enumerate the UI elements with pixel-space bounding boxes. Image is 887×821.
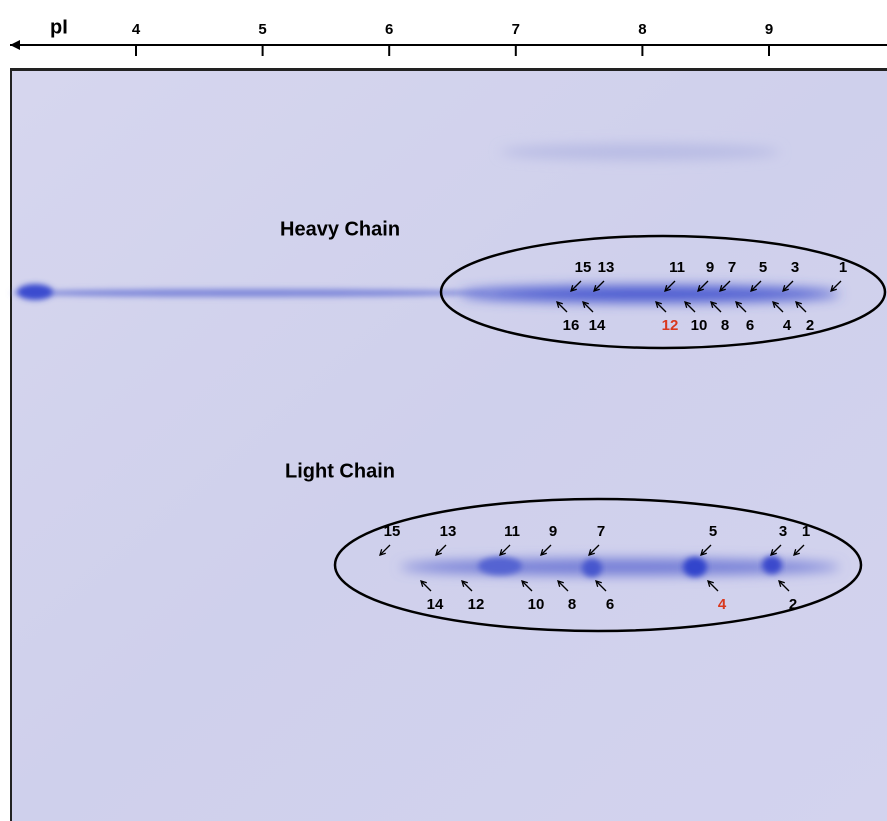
tick-label: 9	[765, 21, 773, 38]
light-spot	[683, 557, 707, 577]
spot-label: 15	[384, 523, 401, 540]
spot-label: 14	[427, 596, 444, 613]
tick-label: 7	[512, 21, 520, 38]
group-title: Heavy Chain	[280, 218, 400, 240]
light-spot	[478, 557, 522, 575]
spot-label: 1	[802, 523, 810, 540]
spot-label: 13	[440, 523, 457, 540]
tick-label: 8	[638, 21, 646, 38]
spot-label: 9	[549, 523, 557, 540]
spot-label: 10	[528, 596, 545, 613]
spot-label: 13	[598, 259, 615, 276]
axis-arrow	[10, 40, 20, 50]
spot-label: 11	[504, 523, 520, 540]
group-title: Light Chain	[285, 460, 395, 482]
spot-label: 4	[718, 596, 727, 613]
tick-label: 4	[132, 21, 141, 38]
origin-spot	[17, 284, 53, 300]
spot-label: 8	[568, 596, 576, 613]
spot-label: 3	[791, 259, 799, 276]
spot-label: 14	[589, 317, 606, 334]
spot-label: 7	[597, 523, 605, 540]
spot-label: 1	[839, 259, 847, 276]
light-spot	[582, 559, 602, 577]
light-spot	[762, 556, 782, 574]
spot-label: 4	[783, 317, 792, 334]
spot-label: 12	[662, 317, 679, 334]
axis-label: pI	[50, 16, 68, 38]
spot-label: 2	[806, 317, 814, 334]
gel-top-edge	[10, 68, 887, 71]
gel-left-edge	[10, 68, 12, 821]
spot-label: 6	[606, 596, 614, 613]
spot-label: 5	[709, 523, 717, 540]
spot-label: 16	[563, 317, 580, 334]
gel-figure: pI 456789Heavy Chain15131197531161412108…	[0, 0, 887, 821]
gel-background	[10, 68, 887, 821]
tick-label: 5	[258, 21, 266, 38]
spot-label: 10	[691, 317, 708, 334]
spot-label: 2	[789, 596, 797, 613]
heavy-band	[460, 286, 840, 302]
spot-label: 11	[669, 259, 685, 276]
spot-label: 12	[468, 596, 485, 613]
spot-label: 8	[721, 317, 729, 334]
spot-label: 3	[779, 523, 787, 540]
spot-label: 7	[728, 259, 736, 276]
streak	[10, 289, 490, 297]
spot-label: 9	[706, 259, 714, 276]
faint-band	[500, 144, 780, 160]
tick-label: 6	[385, 21, 393, 38]
spot-label: 15	[575, 259, 592, 276]
spot-label: 6	[746, 317, 754, 334]
spot-label: 5	[759, 259, 767, 276]
